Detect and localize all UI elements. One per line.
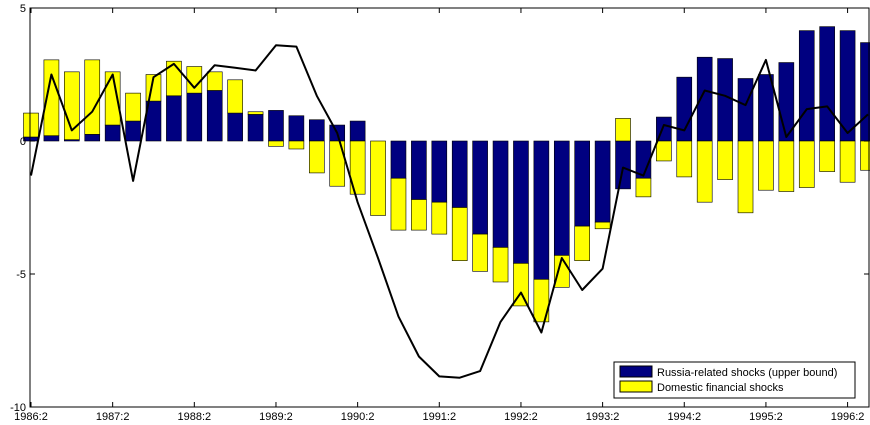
bar-russia <box>411 140 427 200</box>
bar-domestic <box>758 140 774 191</box>
bar-russia <box>717 58 733 142</box>
bar-domestic <box>431 201 448 235</box>
x-tick-label: 1989:2 <box>259 411 293 423</box>
bar-russia <box>431 140 448 203</box>
bar-russia <box>798 30 815 142</box>
bar-russia <box>309 119 325 142</box>
bar-russia <box>553 140 570 256</box>
bar-russia <box>615 140 631 190</box>
y-tick-label: -5 <box>16 269 26 281</box>
bar-domestic <box>166 60 182 97</box>
bar-domestic <box>656 140 672 162</box>
bar-russia <box>472 140 488 235</box>
bar-russia <box>451 140 468 208</box>
legend-box <box>613 361 856 399</box>
bar-domestic <box>227 79 243 114</box>
bar-russia <box>247 114 264 142</box>
legend-label-domestic: Domestic financial shocks <box>657 382 784 394</box>
bar-domestic <box>492 247 509 283</box>
bar-domestic <box>533 279 550 323</box>
y-tick-label: 5 <box>20 3 26 15</box>
x-tick-label: 1987:2 <box>96 411 130 423</box>
bar-russia <box>206 90 223 142</box>
bar-russia <box>513 140 529 264</box>
bar-domestic <box>329 140 346 187</box>
legend-swatch-domestic <box>619 380 653 393</box>
bar-domestic <box>615 118 631 142</box>
bar-domestic <box>23 112 39 138</box>
bar-russia <box>492 140 509 248</box>
bar-domestic <box>717 140 733 180</box>
bar-russia <box>166 95 182 142</box>
bar-domestic <box>676 140 693 178</box>
bar-russia <box>390 140 407 179</box>
bar-domestic <box>472 233 488 272</box>
legend: Russia-related shocks (upper bound) Dome… <box>613 361 856 399</box>
x-tick-label: 1995:2 <box>749 411 783 423</box>
bar-russia <box>84 134 101 142</box>
bar-russia <box>758 74 774 142</box>
bar-domestic <box>125 92 141 122</box>
bar-domestic <box>104 71 121 126</box>
bar-domestic <box>513 263 529 307</box>
legend-label-russia: Russia-related shocks (upper bound) <box>657 367 837 379</box>
x-tick-label: 1993:2 <box>586 411 620 423</box>
bar-russia <box>676 76 693 142</box>
bar-russia <box>125 120 141 142</box>
bar-domestic <box>451 207 468 262</box>
x-tick-label: 1992:2 <box>504 411 538 423</box>
bar-russia <box>533 140 550 280</box>
bar-russia <box>186 92 203 142</box>
legend-swatch-russia <box>619 365 653 378</box>
bar-domestic <box>635 177 652 198</box>
bars-group <box>23 26 870 323</box>
bar-domestic <box>778 140 795 192</box>
x-tick-label: 1991:2 <box>422 411 456 423</box>
x-tick-label: 1996:2 <box>831 411 865 423</box>
bar-domestic <box>696 140 713 203</box>
x-tick-label: 1990:2 <box>341 411 375 423</box>
y-tick-label: 0 <box>20 136 26 148</box>
bar-russia <box>594 140 611 223</box>
bar-domestic <box>288 140 305 150</box>
x-tick-label: 1988:2 <box>177 411 211 423</box>
bar-domestic <box>819 140 835 172</box>
x-tick-label: 1986:2 <box>14 411 48 423</box>
bar-domestic <box>268 140 284 147</box>
bar-russia <box>574 140 590 227</box>
x-tick-label: 1994:2 <box>667 411 701 423</box>
bar-russia <box>227 112 243 142</box>
bar-domestic <box>247 111 264 115</box>
bar-domestic <box>411 199 427 231</box>
bar-russia <box>819 26 835 142</box>
axes-box <box>29 7 870 408</box>
bar-domestic <box>574 225 590 261</box>
tick-marks: -10 -5 0 5 1986:2 1987:2 1988:2 1989:2 1990:2 199… <box>10 3 869 423</box>
bar-russia <box>268 110 284 142</box>
bar-russia <box>288 115 305 142</box>
bar-domestic <box>370 140 386 216</box>
bar-russia <box>43 135 60 142</box>
bar-domestic <box>349 140 366 195</box>
bar-domestic <box>839 140 856 183</box>
bar-russia <box>104 124 121 142</box>
series-line <box>30 44 869 379</box>
bar-domestic <box>186 66 203 94</box>
bar-domestic <box>84 59 101 135</box>
bar-domestic <box>798 140 815 188</box>
bar-domestic <box>206 71 223 91</box>
y-tick-label: -10 <box>10 402 26 414</box>
bar-domestic <box>309 140 325 174</box>
bar-russia <box>349 120 366 142</box>
bar-domestic <box>390 177 407 231</box>
bar-domestic <box>737 140 754 214</box>
bar-russia <box>839 30 856 142</box>
bar-domestic <box>594 221 611 230</box>
bar-russia <box>737 78 754 142</box>
